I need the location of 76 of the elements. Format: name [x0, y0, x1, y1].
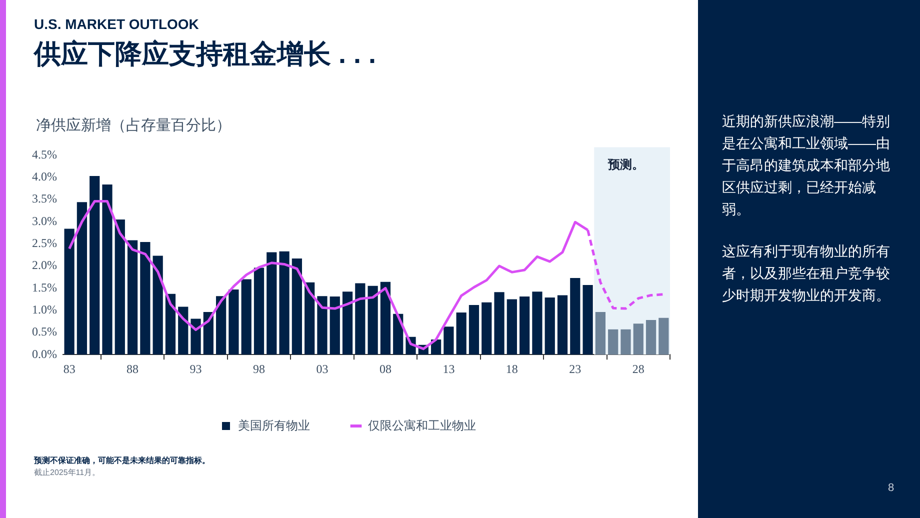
bar [368, 286, 378, 355]
bar [140, 242, 150, 355]
x-tick-label: 18 [506, 362, 518, 376]
text: 预测不保证准确，可能不是未来结果的可靠指标。 [34, 455, 210, 466]
text: 这应有利于现有物业的所有者，以及那些在租户竞争较少时期开发物业的开发商。 [722, 242, 891, 305]
text: 截止2025年11月。 [34, 467, 100, 478]
y-tick-label: 4.5% [32, 147, 57, 162]
bar [114, 219, 125, 355]
bar [178, 306, 188, 355]
x-tick-label: 98 [253, 362, 266, 376]
x-tick-label: 93 [190, 362, 202, 376]
y-tick-label: 1.0% [32, 302, 57, 316]
bar [633, 324, 644, 355]
legend-label: 美国所有物业 [238, 418, 310, 432]
bar [279, 251, 290, 355]
text: 近期的新供应浪潮——特别是在公寓和工业领域——由于高昂的建筑成本和部分地区供应过剩，已经开始减弱。 [722, 112, 891, 219]
x-tick-label: 03 [316, 362, 328, 376]
bar [152, 256, 163, 355]
bar [102, 184, 112, 355]
bar [330, 296, 340, 355]
text: 8 [888, 482, 894, 494]
bar [228, 289, 239, 355]
bar [570, 278, 580, 355]
y-tick-label: 3.5% [32, 192, 57, 206]
bar [380, 282, 391, 355]
bar [355, 283, 366, 355]
bar [342, 292, 353, 355]
bar [494, 292, 504, 355]
bar [482, 302, 492, 355]
bar [90, 176, 100, 355]
y-tick-label: 1.5% [32, 280, 57, 294]
x-tick-label: 08 [379, 362, 392, 376]
x-tick-label: 23 [569, 362, 582, 376]
bar [520, 296, 530, 355]
bar [557, 295, 568, 355]
bar [241, 279, 252, 355]
legend-label: 仅限公寓和工业物业 [368, 418, 476, 432]
x-tick-label: 83 [63, 362, 76, 376]
y-tick-label: 0.0% [32, 346, 57, 361]
y-tick-label: 2.5% [32, 236, 57, 250]
bar [506, 299, 517, 355]
bar [444, 326, 454, 355]
y-axis-title: 净供应新增（占存量百分比） [36, 116, 231, 135]
y-tick-label: 2.0% [32, 258, 57, 272]
y-tick-label: 0.5% [32, 324, 57, 339]
bar [658, 318, 669, 355]
bar [582, 285, 593, 355]
bar [127, 240, 138, 355]
bar [532, 292, 542, 355]
bar [620, 329, 631, 355]
bar [254, 268, 264, 355]
bar [304, 282, 315, 355]
bar [468, 304, 480, 355]
bar [216, 296, 226, 355]
bar [393, 314, 404, 355]
bar [165, 294, 176, 355]
bar [608, 329, 618, 355]
bar [292, 258, 302, 355]
band-label: 预测。 [607, 158, 644, 172]
bar [456, 312, 466, 355]
x-tick-label: 88 [126, 362, 139, 376]
bar [595, 312, 606, 355]
x-tick-label: 13 [442, 362, 455, 376]
bar [64, 228, 74, 355]
bar [544, 297, 555, 355]
chart-subtitle: U.S. MARKET OUTLOOK [34, 16, 199, 32]
bar [646, 320, 656, 355]
bar [203, 312, 214, 355]
bar [317, 296, 328, 355]
y-tick-label: 3.0% [32, 214, 57, 228]
y-tick-label: 4.0% [32, 170, 57, 184]
x-tick-label: 28 [632, 362, 644, 376]
bar [76, 202, 88, 355]
chart-title: 供应下降应支持租金增长 . . . [34, 38, 376, 71]
bar [266, 252, 277, 355]
bar [190, 318, 201, 355]
